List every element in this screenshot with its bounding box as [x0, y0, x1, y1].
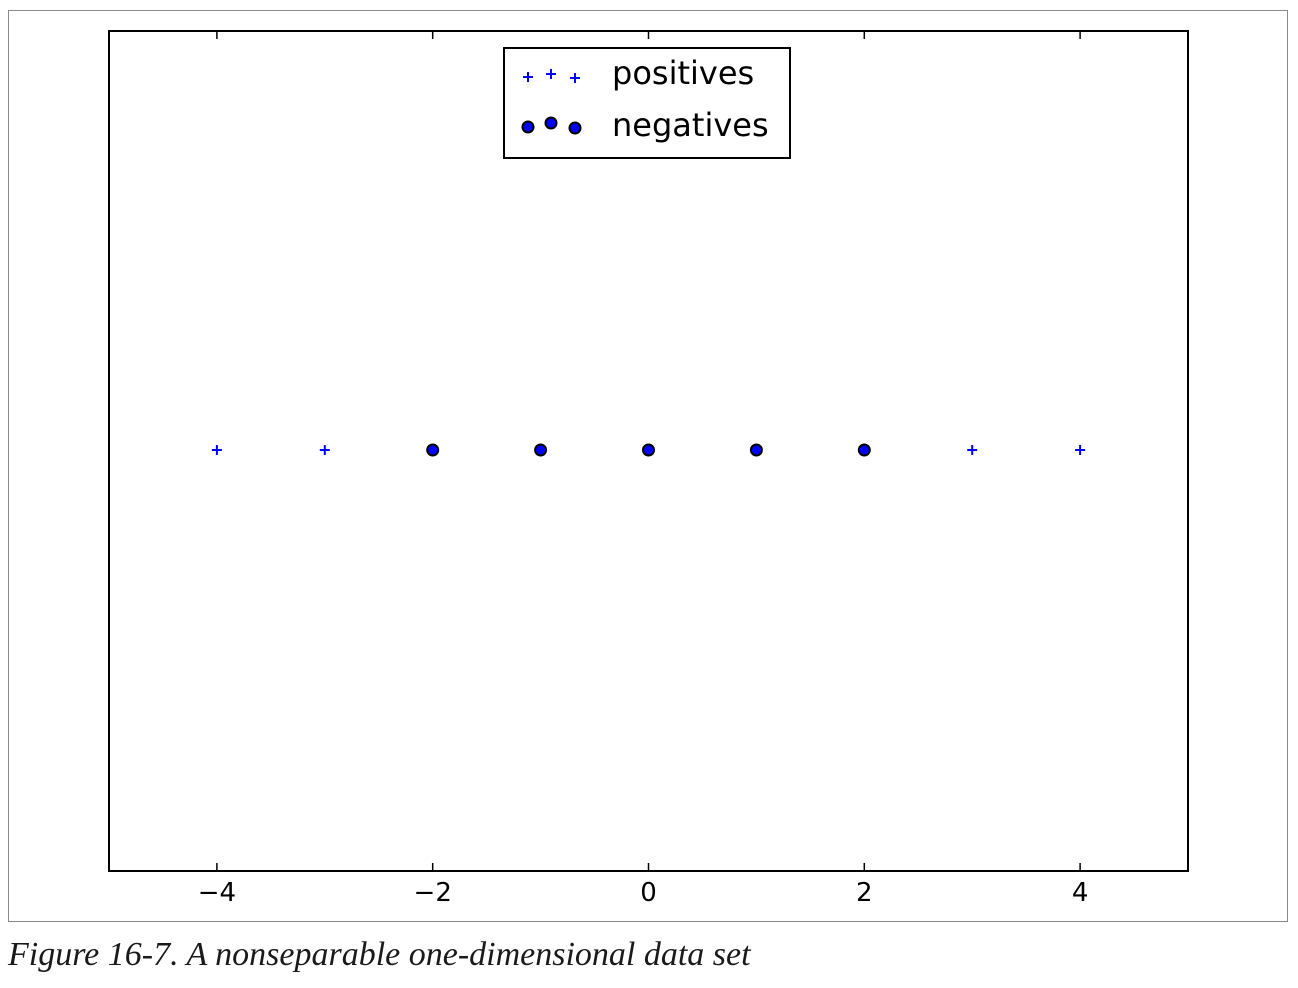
positive-point [319, 445, 330, 455]
scatter-chart: −4 −2 0 2 4 positives negatives [108, 30, 1189, 908]
positive-point [1075, 445, 1086, 455]
x-tick-label: −4 [198, 878, 236, 908]
legend-marker-negatives [544, 116, 558, 130]
x-tick-label: −2 [414, 878, 452, 908]
legend-marker-negatives [568, 121, 582, 135]
positive-point [211, 445, 222, 455]
negative-point [642, 443, 655, 457]
legend-marker-positives [546, 69, 556, 79]
legend-marker-positives [523, 72, 533, 82]
data-points [211, 443, 1086, 457]
legend-marker-negatives [521, 120, 535, 134]
legend-marker-positives [570, 73, 580, 83]
legend-markers [521, 69, 582, 135]
x-tick-label: 0 [640, 878, 657, 908]
positive-point [967, 445, 978, 455]
legend-label-positives: positives [612, 54, 754, 92]
x-tick-label: 4 [1072, 878, 1089, 908]
x-ticks: −4 −2 0 2 4 [198, 31, 1089, 908]
negative-point [857, 443, 871, 457]
figure-caption: Figure 16-7. A nonseparable one-dimensio… [8, 936, 751, 973]
negative-point [749, 443, 763, 457]
legend-box [503, 47, 791, 159]
negative-point [534, 443, 548, 457]
legend-label-negatives: negatives [612, 106, 769, 144]
negative-point [426, 443, 440, 457]
legend: positives negatives [503, 47, 791, 159]
x-tick-label: 2 [856, 878, 873, 908]
